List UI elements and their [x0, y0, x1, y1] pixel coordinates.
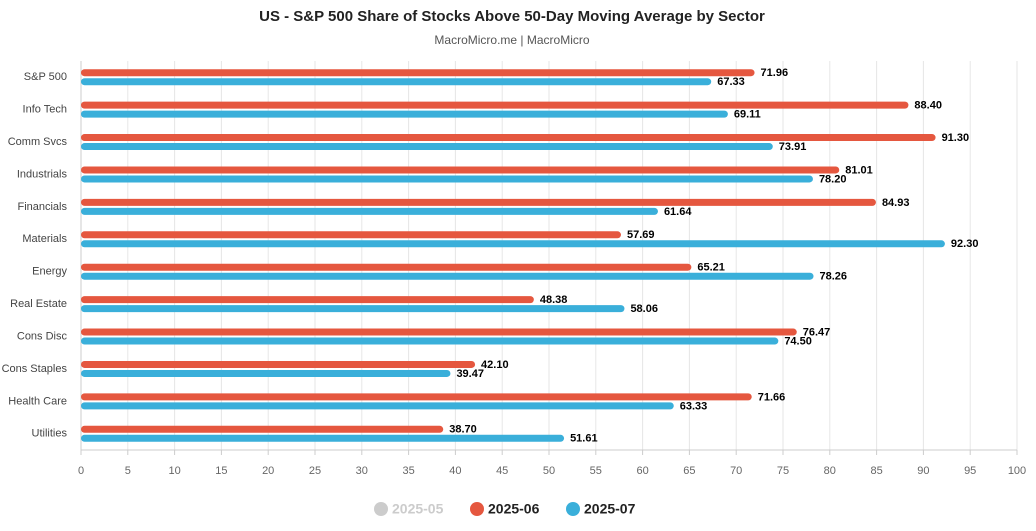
bar [81, 393, 752, 401]
x-tick-label: 75 [777, 465, 789, 477]
data-label: 51.61 [570, 433, 598, 445]
y-tick-label: Materials [22, 233, 67, 245]
chart-title: US - S&P 500 Share of Stocks Above 50-Da… [259, 8, 765, 25]
data-label: 39.47 [456, 368, 484, 380]
x-tick-label: 70 [730, 465, 742, 477]
x-tick-label: 20 [262, 465, 274, 477]
bar [81, 369, 451, 377]
y-tick-label: Financials [17, 201, 67, 213]
bar [81, 143, 773, 151]
bar [81, 175, 813, 183]
bar [81, 434, 565, 442]
data-label: 42.10 [481, 359, 509, 371]
bar [81, 402, 674, 410]
bar [81, 110, 728, 118]
chart-subtitle: MacroMicro.me | MacroMicro [434, 33, 589, 47]
data-label: 78.20 [819, 173, 847, 185]
bar [81, 263, 692, 271]
data-label: 65.21 [697, 262, 725, 274]
legend-item[interactable]: 2025-05 [374, 501, 444, 517]
data-label: 91.30 [942, 132, 970, 144]
data-label: 38.70 [449, 424, 477, 436]
data-label: 76.47 [803, 326, 831, 338]
bar [81, 78, 712, 86]
data-label: 63.33 [680, 400, 708, 412]
data-label: 74.50 [784, 335, 812, 347]
y-tick-label: Industrials [17, 168, 68, 180]
data-label: 88.40 [914, 100, 942, 112]
y-tick-label: Comm Svcs [8, 136, 68, 148]
data-label: 78.26 [820, 271, 848, 283]
data-label: 61.64 [664, 206, 692, 218]
legend-item[interactable]: 2025-06 [470, 501, 540, 517]
data-label: 84.93 [882, 197, 910, 209]
data-label: 81.01 [845, 164, 873, 176]
bar [81, 425, 444, 433]
y-tick-label: Health Care [8, 395, 67, 407]
bar [81, 134, 936, 142]
y-tick-label: Info Tech [23, 104, 67, 116]
bar [81, 337, 779, 345]
x-tick-label: 55 [590, 465, 602, 477]
x-tick-label: 30 [356, 465, 368, 477]
x-tick-label: 95 [964, 465, 976, 477]
y-tick-label: Cons Disc [17, 330, 68, 342]
bar [81, 328, 797, 336]
x-tick-label: 100 [1008, 465, 1026, 477]
bar [81, 101, 909, 109]
legend-label: 2025-05 [392, 501, 444, 517]
bar [81, 231, 621, 239]
legend-label: 2025-06 [488, 501, 540, 517]
y-tick-label: Cons Staples [2, 363, 68, 375]
data-label: 67.33 [717, 76, 745, 88]
data-label: 92.30 [951, 238, 979, 250]
x-tick-label: 10 [168, 465, 180, 477]
legend-label: 2025-07 [584, 501, 636, 517]
legend-swatch [566, 502, 580, 516]
bar [81, 296, 534, 304]
legend-swatch [374, 502, 388, 516]
x-tick-label: 65 [683, 465, 695, 477]
x-tick-label: 35 [402, 465, 414, 477]
x-tick-label: 15 [215, 465, 227, 477]
bar [81, 166, 840, 174]
y-tick-label: Utilities [32, 428, 68, 440]
bar [81, 198, 876, 206]
bar [81, 305, 625, 313]
y-tick-label: Real Estate [10, 298, 67, 310]
x-tick-label: 5 [125, 465, 131, 477]
y-tick-label: Energy [32, 266, 67, 278]
data-label: 58.06 [630, 303, 658, 315]
legend-item[interactable]: 2025-07 [566, 501, 636, 517]
data-label: 71.66 [758, 391, 786, 403]
x-tick-label: 40 [449, 465, 461, 477]
bar [81, 272, 814, 280]
legend-swatch [470, 502, 484, 516]
x-tick-label: 85 [870, 465, 882, 477]
x-tick-label: 0 [78, 465, 84, 477]
data-label: 71.96 [761, 67, 789, 79]
bar [81, 207, 658, 215]
data-label: 57.69 [627, 229, 655, 241]
bar [81, 69, 755, 77]
data-label: 69.11 [734, 109, 761, 121]
x-tick-label: 90 [917, 465, 929, 477]
data-label: 48.38 [540, 294, 568, 306]
x-tick-label: 60 [636, 465, 648, 477]
bar [81, 240, 945, 248]
x-tick-label: 45 [496, 465, 508, 477]
data-label: 73.91 [779, 141, 807, 153]
x-tick-label: 80 [824, 465, 836, 477]
x-tick-label: 25 [309, 465, 321, 477]
y-tick-label: S&P 500 [24, 71, 67, 83]
x-tick-label: 50 [543, 465, 555, 477]
bar [81, 360, 476, 368]
